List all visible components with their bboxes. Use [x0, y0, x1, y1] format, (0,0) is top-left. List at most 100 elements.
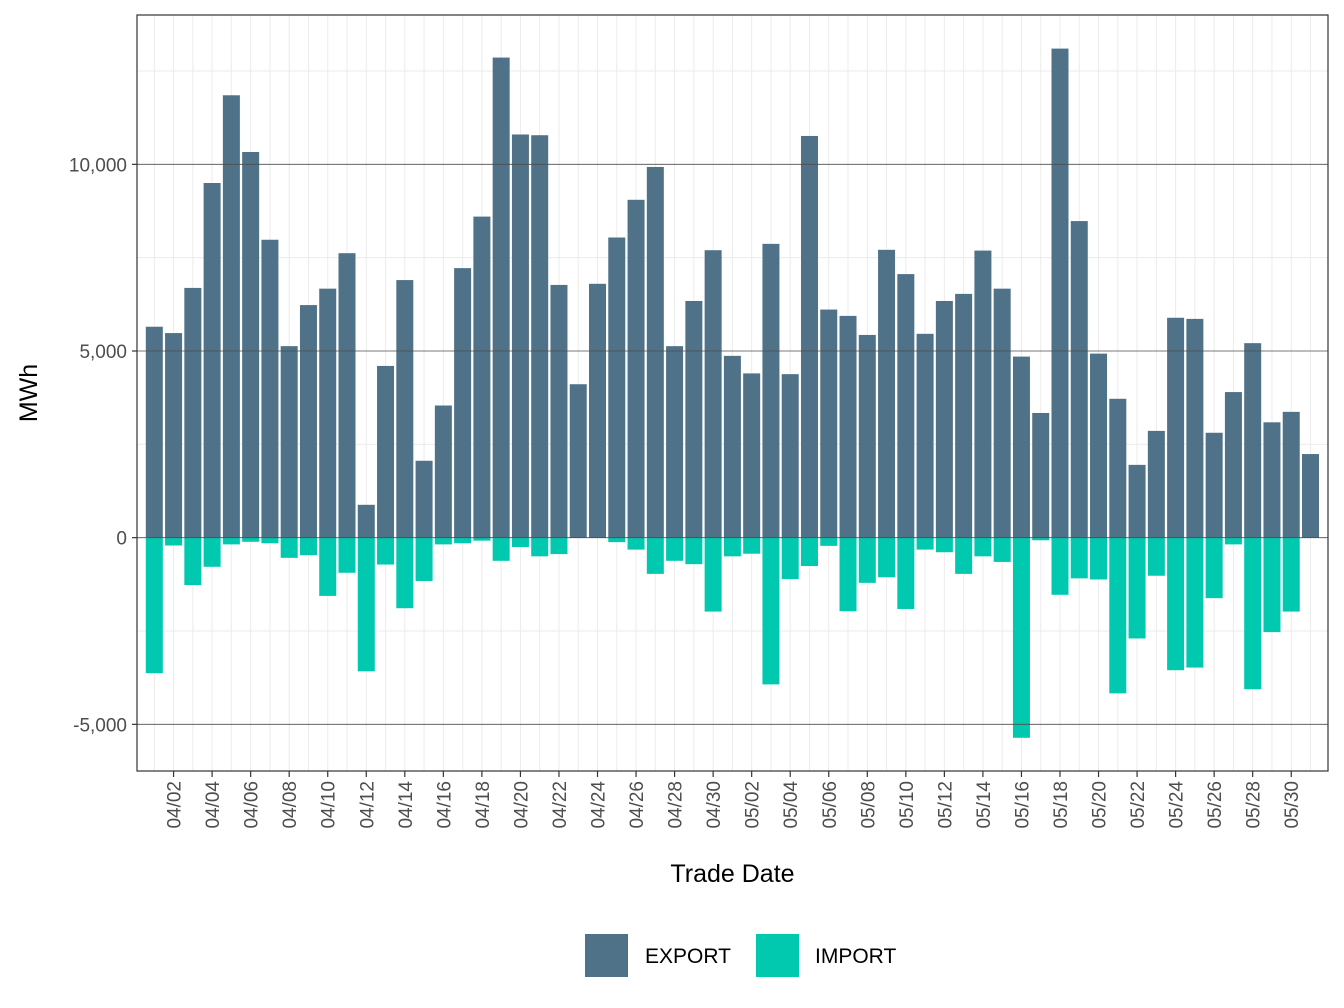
- bar-export: [1205, 432, 1223, 538]
- bar-import: [203, 537, 221, 567]
- bar-export: [145, 326, 163, 538]
- bar-export: [338, 253, 356, 538]
- x-tick-label: 05/02: [743, 781, 764, 829]
- bar-export: [550, 284, 568, 538]
- bar-export: [473, 216, 491, 538]
- bar-export: [1128, 464, 1146, 538]
- bar-export: [1263, 422, 1281, 538]
- bar-import: [1032, 537, 1050, 541]
- bar-import: [993, 537, 1011, 562]
- bar-import: [1109, 537, 1127, 694]
- x-tick-label: 05/14: [974, 781, 995, 829]
- bar-import: [184, 537, 202, 586]
- bar-export: [1032, 412, 1050, 538]
- bar-export: [396, 280, 414, 538]
- bar-export: [511, 134, 529, 538]
- bar-export: [280, 346, 298, 538]
- bar-export: [704, 250, 722, 538]
- bar-export: [569, 384, 587, 538]
- bar-export: [1244, 343, 1262, 538]
- bar-export: [666, 346, 684, 538]
- bar-import: [377, 537, 395, 565]
- bar-export: [916, 333, 934, 538]
- bar-import: [242, 537, 260, 542]
- bar-import: [858, 537, 876, 583]
- bar-export: [434, 405, 452, 538]
- bar-export: [935, 300, 953, 538]
- bar-export: [1302, 454, 1319, 538]
- bar-import: [974, 537, 992, 557]
- bar-export: [531, 135, 549, 538]
- x-tick-label: 04/22: [550, 781, 571, 829]
- legend-label-import: IMPORT: [815, 945, 896, 968]
- bar-import: [222, 537, 240, 545]
- x-tick-label: 04/30: [704, 781, 725, 829]
- x-tick-label: 05/18: [1051, 781, 1072, 829]
- x-tick-label: 05/30: [1282, 781, 1303, 829]
- x-tick-label: 04/04: [203, 781, 224, 829]
- bar-import: [878, 537, 896, 578]
- bar-import: [646, 537, 664, 574]
- bar-export: [1109, 398, 1127, 538]
- bar-import: [434, 537, 452, 545]
- bar-import: [820, 537, 838, 546]
- x-tick-label: 04/20: [511, 781, 532, 829]
- legend-label-export: EXPORT: [645, 945, 731, 968]
- bar-export: [492, 57, 510, 538]
- bar-export: [589, 283, 607, 538]
- x-tick-label: 04/16: [434, 781, 455, 829]
- bar-import: [299, 537, 317, 556]
- axis-layer: -5,000 0 5,000 10,000 04/02 04/04 04/06 04/08 04…: [69, 155, 1303, 828]
- bar-import: [916, 537, 934, 550]
- bar-import: [704, 537, 722, 612]
- bar-export: [357, 504, 375, 538]
- bar-export: [454, 268, 472, 538]
- x-tick-label: 04/26: [627, 781, 648, 829]
- bar-import: [666, 537, 684, 561]
- bar-export: [743, 373, 761, 538]
- bar-import: [1012, 537, 1030, 738]
- x-tick-label: 05/22: [1128, 781, 1149, 829]
- bar-import: [743, 537, 761, 554]
- bar-import: [955, 537, 973, 574]
- bar-import: [531, 537, 549, 557]
- x-tick-label: 05/12: [935, 781, 956, 829]
- bar-import: [1147, 537, 1165, 576]
- bar-export: [1186, 318, 1204, 538]
- bar-export: [993, 288, 1011, 538]
- x-tick-label: 05/04: [781, 781, 802, 829]
- x-tick-label: 05/06: [820, 781, 841, 829]
- bar-import: [1205, 537, 1223, 599]
- bar-import: [839, 537, 857, 612]
- bar-import: [511, 537, 529, 547]
- bar-import: [935, 537, 953, 553]
- x-tick-label: 04/18: [473, 781, 494, 829]
- bar-import: [319, 537, 337, 596]
- bar-export: [299, 305, 317, 538]
- bar-import: [261, 537, 279, 544]
- bar-export: [1070, 221, 1088, 538]
- bar-import: [280, 537, 298, 558]
- x-tick-label: 04/02: [165, 781, 186, 829]
- x-tick-label: 04/14: [396, 781, 417, 829]
- bar-export: [685, 300, 703, 538]
- bar-import: [454, 537, 472, 544]
- bar-export: [781, 374, 799, 538]
- bar-export: [1147, 430, 1165, 538]
- bar-export: [974, 250, 992, 538]
- bar-import: [1263, 537, 1281, 633]
- bar-import: [145, 537, 163, 674]
- bar-export: [1224, 392, 1242, 538]
- bar-import: [897, 537, 915, 609]
- bar-export: [1282, 411, 1300, 538]
- x-tick-label: 04/24: [589, 781, 610, 829]
- bar-export: [261, 239, 279, 538]
- bar-export: [165, 333, 183, 538]
- bar-import: [1090, 537, 1108, 580]
- bar-export: [955, 293, 973, 538]
- x-tick-label: 04/28: [666, 781, 687, 829]
- x-tick-label: 05/20: [1090, 781, 1111, 829]
- bar-import: [1186, 537, 1204, 668]
